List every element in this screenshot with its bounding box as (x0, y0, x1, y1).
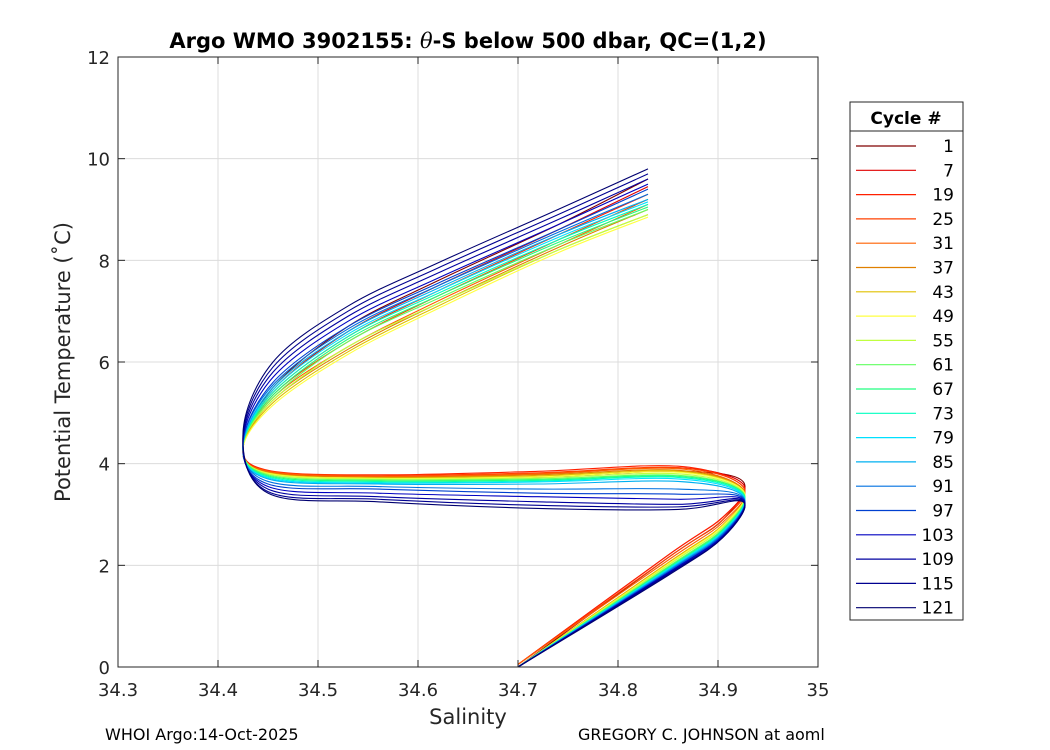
series-line-cycle-73 (242, 203, 746, 668)
y-tick-label: 12 (87, 48, 110, 69)
legend-label: 73 (932, 404, 954, 424)
x-tick-label: 34.6 (398, 680, 438, 701)
series-lines (242, 168, 746, 668)
legend-label: 1 (943, 137, 954, 157)
legend-title: Cycle # (870, 109, 941, 129)
legend-label: 49 (932, 307, 954, 327)
series-line-cycle-61 (242, 208, 746, 668)
y-tick-label: 2 (99, 556, 110, 577)
legend-items: 1 7 19 25 31 37 43 49 55 61 67 73 79 85 91 97 103 109 115 1… (856, 137, 954, 619)
y-tick-label: 0 (99, 658, 110, 679)
legend-label: 97 (932, 502, 954, 522)
series-line-cycle-103 (242, 183, 746, 668)
y-tick-label: 10 (87, 150, 110, 171)
legend-label: 43 (932, 283, 954, 303)
legend-label: 115 (922, 574, 954, 594)
series-line-cycle-91 (242, 193, 746, 668)
footer-left: WHOI Argo:14-Oct-2025 (105, 725, 299, 744)
legend-label: 19 (932, 186, 954, 206)
legend-label: 61 (932, 356, 954, 376)
x-tick-label: 34.3 (98, 680, 138, 701)
series-line-cycle-31 (242, 203, 746, 665)
series-line-cycle-97 (242, 188, 746, 668)
legend-box (849, 101, 964, 621)
y-tick-label: 8 (99, 251, 110, 272)
y-axis-label: Potential Temperature (˚C) (51, 222, 75, 502)
legend: Cycle # 1 7 19 25 31 37 43 49 55 61 67 73 79 85 91 97 10… (849, 101, 964, 621)
legend-label: 7 (943, 161, 954, 181)
ticks: 34.3 34.4 34.5 34.6 34.7 34.8 34.9 35 0 2 4 6 8 10 12 (87, 48, 829, 701)
series-line-cycle-67 (242, 206, 746, 668)
y-tick-label: 6 (99, 353, 110, 374)
legend-label: 85 (932, 453, 954, 473)
legend-label: 109 (922, 550, 954, 570)
x-tick-label: 34.9 (698, 680, 738, 701)
legend-label: 121 (922, 599, 954, 619)
x-tick-label: 34.4 (198, 680, 238, 701)
x-tick-label: 34.7 (498, 680, 538, 701)
legend-label: 37 (932, 259, 954, 279)
legend-label: 31 (932, 234, 954, 254)
series-line-cycle-79 (242, 201, 746, 668)
x-tick-label: 34.5 (298, 680, 338, 701)
x-tick-label: 34.8 (598, 680, 638, 701)
legend-label: 103 (922, 526, 954, 546)
series-line-cycle-55 (242, 214, 746, 668)
legend-label: 67 (932, 380, 954, 400)
chart-title: Argo WMO 3902155: θ-S below 500 dbar, QC… (169, 29, 766, 53)
legend-label: 79 (932, 429, 954, 449)
y-tick-label: 4 (99, 455, 110, 476)
x-axis-label: Salinity (429, 705, 507, 729)
legend-label: 25 (932, 210, 954, 230)
legend-label: 91 (932, 477, 954, 497)
grid (117, 56, 819, 668)
x-tick-label: 35 (807, 680, 830, 701)
series-line-cycle-85 (242, 198, 746, 668)
footer-right: GREGORY C. JOHNSON at aoml (578, 725, 825, 744)
series-line-cycle-121 (242, 168, 746, 668)
legend-label: 55 (932, 331, 954, 351)
